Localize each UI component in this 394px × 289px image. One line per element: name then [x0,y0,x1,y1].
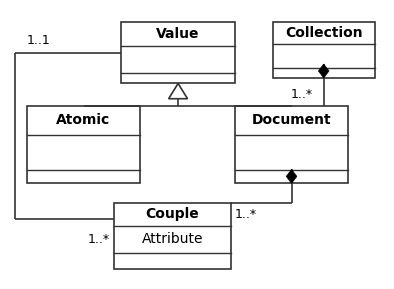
Polygon shape [286,169,297,183]
Bar [114,203,231,269]
Bar [121,23,235,84]
Text: Collection: Collection [285,26,362,40]
Text: Couple: Couple [145,208,199,221]
Text: Atomic: Atomic [56,113,111,127]
Text: Value: Value [156,27,200,41]
Text: 1..1: 1..1 [27,34,50,47]
Text: Attribute: Attribute [142,232,203,247]
Bar [27,106,140,183]
Text: 1..*: 1..* [235,208,257,221]
Text: Document: Document [252,113,331,127]
Text: 1..*: 1..* [88,233,110,246]
Bar [273,23,375,78]
Text: 1..*: 1..* [290,88,312,101]
Polygon shape [318,64,329,78]
Polygon shape [169,84,188,99]
Bar [235,106,348,183]
